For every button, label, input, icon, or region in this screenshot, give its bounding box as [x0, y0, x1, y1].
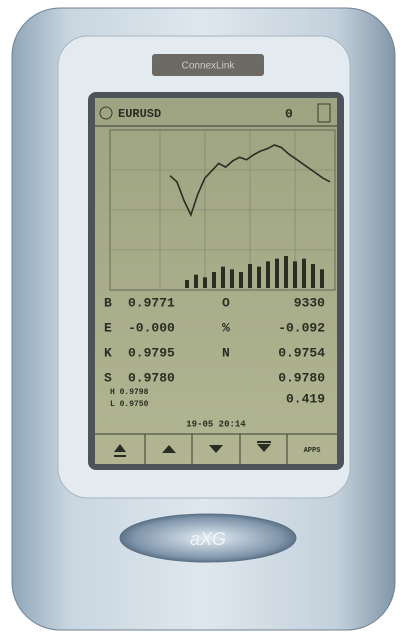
volume-bar [311, 264, 315, 288]
volume-bar [320, 269, 324, 288]
quote-cell: S [104, 370, 112, 385]
quote-cell: 0.9771 [128, 295, 175, 310]
volume-bar [248, 264, 252, 288]
volume-bar [266, 261, 270, 288]
volume-bar [221, 267, 225, 288]
volume-bar [257, 267, 261, 288]
quote-cell: -0.092 [278, 320, 325, 335]
quote-cell: 0.9780 [128, 370, 175, 385]
volume-bar [230, 269, 234, 288]
volume-bar [302, 259, 306, 288]
volume-bar [194, 275, 198, 288]
indicator: 0 [285, 106, 293, 121]
volume-bar [239, 272, 243, 288]
volume-bar [212, 272, 216, 288]
quote-cell: B [104, 295, 112, 310]
device-photo: ConnexLink EURUSD 0 B 0.9771 O 9330 E -0.000%… [0, 0, 407, 637]
symbol: EURUSD [118, 107, 161, 121]
quote-cell: 0.9795 [128, 345, 175, 360]
extra-value: 0.419 [286, 391, 325, 406]
quote-cell: 0.9754 [278, 345, 325, 360]
low: L 0.9750 [110, 400, 149, 409]
quote-cell: K [104, 345, 112, 360]
logo: aXG [190, 529, 226, 549]
page: {"device": {"brand": "ConnexLink", "logo… [0, 0, 407, 637]
quote-cell: -0.000 [128, 320, 175, 335]
brand: ConnexLink [182, 61, 236, 72]
quote-cell: E [104, 320, 112, 335]
quote-cell: N [222, 345, 230, 360]
quote-cell: O [222, 295, 230, 310]
quote-cell: 0.9780 [278, 370, 325, 385]
volume-bar [275, 259, 279, 288]
high: H 0.9798 [110, 388, 149, 397]
volume-bar [203, 277, 207, 288]
volume-bar [293, 261, 297, 288]
button-label[interactable]: APPS [304, 447, 321, 455]
quote-cell: % [222, 320, 230, 335]
timestamp: 19-05 20:14 [186, 419, 246, 429]
volume-bar [284, 256, 288, 288]
quote-cell: 9330 [294, 295, 325, 310]
volume-bar [185, 280, 189, 288]
